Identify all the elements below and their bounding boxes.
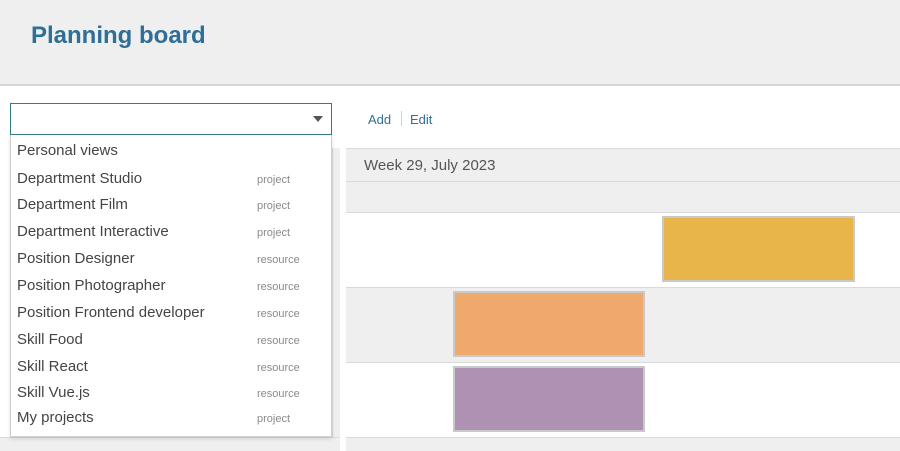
dropdown-item[interactable]: Skill React resource [11,353,331,379]
dropdown-item[interactable]: Position Frontend developer resource [11,299,331,325]
dropdown-item-type: project [257,227,291,239]
dropdown-item-type: project [257,174,291,186]
dropdown-item[interactable]: Skill Vue.js resource [11,379,331,405]
dropdown-item-type: resource [257,388,300,400]
dropdown-item[interactable]: Department Interactive project [11,218,331,244]
dropdown-item-type: resource [257,335,300,347]
dropdown-item-type: resource [257,308,300,320]
dropdown-item[interactable]: Position Photographer resource [11,272,331,298]
gantt-row [346,437,900,451]
page-title: Planning board [31,22,206,49]
chevron-down-icon[interactable] [313,116,323,122]
dropdown-item-label: Skill React [17,358,88,375]
week-label: Week 29, July 2023 [364,157,496,174]
dropdown-item-type: project [257,200,291,212]
page-header: Planning board [0,0,900,86]
dropdown-item-label: My projects [17,409,94,426]
dropdown-item[interactable]: Department Studio project [11,165,331,191]
dropdown-item[interactable]: Position Designer resource [11,245,331,271]
add-button[interactable]: Add [368,112,392,127]
view-dropdown-menu: Personal views Department Studio project… [10,135,332,437]
toolbar-divider [401,111,402,126]
timeline-subheader [346,181,900,213]
dropdown-item-label: Skill Food [17,331,83,348]
booking-bar-orange[interactable] [453,291,645,357]
dropdown-item-type: resource [257,254,300,266]
booking-bar-purple[interactable] [453,366,645,432]
dropdown-item-label: Position Frontend developer [17,304,205,321]
dropdown-item-type: resource [257,362,300,374]
dropdown-item-type: resource [257,281,300,293]
edit-button[interactable]: Edit [410,112,433,127]
dropdown-item[interactable]: Skill Food resource [11,326,331,352]
dropdown-item-label: Position Designer [17,250,135,267]
dropdown-section-label: Personal views [17,142,118,159]
dropdown-item-label: Skill Vue.js [17,384,90,401]
dropdown-item-label: Department Interactive [17,223,169,240]
column-divider[interactable] [340,148,346,451]
resource-column-footer [0,437,340,451]
dropdown-item-label: Department Film [17,196,128,213]
view-select[interactable] [10,103,332,135]
dropdown-item-label: Department Studio [17,170,143,187]
dropdown-item[interactable]: Department Film project [11,191,331,217]
resource-column-edge [332,148,340,451]
dropdown-item[interactable]: My projects project [11,404,331,430]
dropdown-item-label: Position Photographer [17,277,166,294]
dropdown-item-type: project [257,413,291,425]
booking-bar-yellow[interactable] [662,216,855,282]
